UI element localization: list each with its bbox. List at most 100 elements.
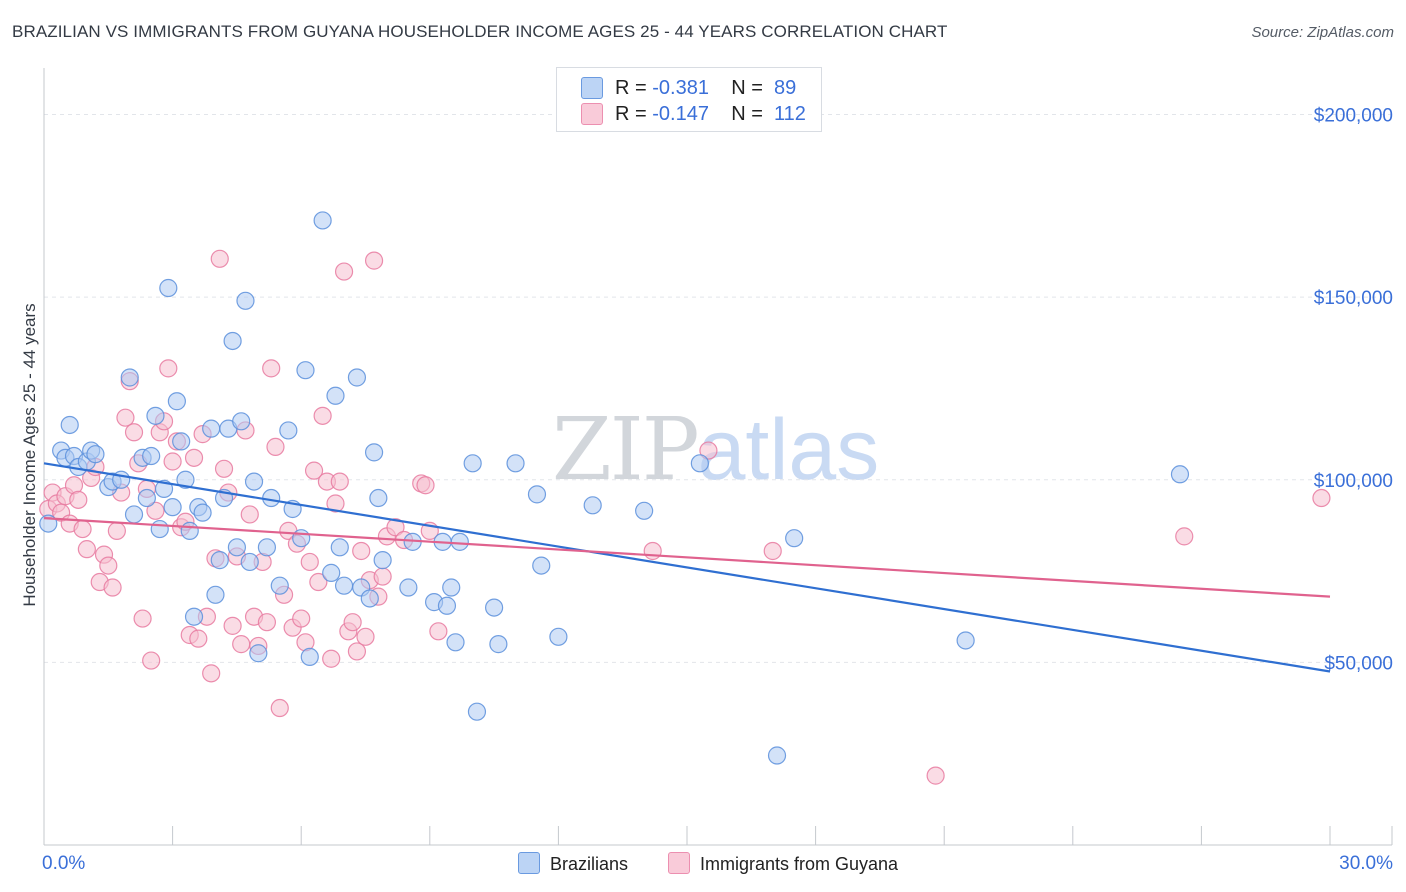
data-point-guyana [107, 521, 126, 540]
data-point-guyana [116, 408, 135, 427]
watermark: ZIPatlas [552, 400, 879, 500]
data-point-guyana [163, 452, 182, 471]
data-point-brazilians [86, 445, 105, 464]
data-point-brazilians [292, 529, 311, 548]
data-point-guyana [223, 616, 242, 635]
bottom-legend-label-brazilians: Brazilians [550, 854, 629, 874]
data-point-brazilians [690, 454, 709, 473]
data-point-brazilians [202, 419, 221, 438]
data-point-guyana [926, 766, 945, 785]
legend-text-guyana: R = -0.147 N = 112 [615, 103, 806, 126]
data-point-guyana [73, 519, 92, 539]
data-point-brazilians [313, 211, 332, 230]
legend-swatch-blue [581, 77, 603, 99]
y-tick-label: $200,000 [1314, 106, 1393, 127]
data-point-brazilians [463, 454, 482, 473]
series-brazilians-points [39, 211, 1190, 765]
data-point-guyana [202, 664, 221, 683]
legend-text-brazilians: R = -0.381 N = 89 [615, 77, 796, 100]
data-point-guyana [322, 649, 341, 668]
data-point-guyana [373, 567, 392, 586]
bottom-legend-swatch-pink [668, 852, 690, 874]
data-point-guyana [304, 461, 324, 480]
data-point-brazilians [532, 556, 551, 575]
data-point-guyana [699, 441, 718, 460]
data-point-guyana [270, 698, 289, 718]
data-point-brazilians [785, 529, 804, 548]
data-point-guyana [184, 448, 204, 467]
data-point-brazilians [364, 443, 384, 462]
data-point-guyana [133, 609, 152, 628]
y-tick-label: $100,000 [1314, 471, 1393, 492]
legend-swatch-pink [581, 103, 603, 125]
legend-n-label: N = [731, 103, 763, 125]
bottom-legend-brazilians: Brazilians [518, 852, 628, 875]
data-point-brazilians [767, 746, 787, 765]
data-point-guyana [77, 540, 96, 559]
data-point-brazilians [172, 432, 191, 451]
data-point-brazilians [527, 485, 547, 504]
data-point-brazilians [167, 392, 186, 411]
data-point-guyana [262, 359, 281, 378]
data-point-brazilians [347, 368, 367, 387]
data-point-brazilians [583, 496, 602, 515]
data-point-guyana [240, 505, 259, 524]
legend-n-value: 89 [774, 77, 797, 99]
data-point-brazilians [322, 563, 341, 582]
data-point-brazilians [232, 412, 251, 431]
data-point-brazilians [257, 538, 277, 557]
data-point-brazilians [437, 596, 457, 615]
chart-title: BRAZILIAN VS IMMIGRANTS FROM GUYANA HOUS… [12, 22, 948, 41]
data-point-guyana [214, 459, 234, 478]
bottom-legend-label-guyana: Immigrants from Guyana [700, 854, 899, 874]
data-point-guyana [330, 472, 349, 491]
data-point-guyana [69, 490, 88, 509]
data-point-guyana [356, 627, 375, 646]
data-point-brazilians [184, 607, 204, 626]
data-point-brazilians [223, 331, 242, 351]
legend-n-value: 112 [774, 103, 806, 125]
data-point-guyana [142, 651, 161, 670]
data-point-guyana [416, 476, 435, 495]
data-point-guyana [103, 578, 122, 597]
data-point-brazilians [249, 644, 268, 663]
data-point-brazilians [506, 454, 525, 473]
data-point-brazilians [240, 552, 259, 572]
x-tick-label-max: 30.0% [1339, 853, 1393, 874]
data-point-guyana [146, 501, 165, 520]
y-tick-label: $50,000 [1324, 653, 1393, 674]
data-point-guyana [189, 629, 208, 648]
data-point-brazilians [485, 598, 504, 617]
data-point-brazilians [142, 446, 161, 466]
data-point-brazilians [635, 501, 654, 520]
data-point-brazilians [206, 585, 225, 604]
data-point-brazilians [296, 361, 315, 380]
data-point-brazilians [124, 505, 144, 524]
data-point-brazilians [150, 519, 169, 539]
data-point-guyana [643, 541, 662, 561]
data-point-guyana [326, 494, 345, 513]
legend-r-value: -0.147 [652, 103, 709, 125]
axis-layer [43, 68, 1393, 846]
data-point-guyana [309, 572, 328, 592]
data-point-brazilians [262, 488, 281, 508]
legend-r-label: R = [615, 103, 647, 125]
data-point-guyana [386, 518, 405, 537]
data-point-brazilians [146, 406, 165, 425]
data-point-guyana [1312, 488, 1331, 508]
data-point-guyana [352, 541, 371, 561]
data-point-brazilians [244, 472, 264, 491]
y-axis-title: Householder Income Ages 25 - 44 years [20, 303, 39, 607]
data-point-guyana [159, 359, 178, 378]
data-point-guyana [343, 613, 362, 632]
data-point-brazilians [159, 278, 178, 298]
data-point-brazilians [446, 633, 465, 652]
data-point-brazilians [120, 368, 139, 387]
data-point-brazilians [300, 647, 319, 667]
data-point-guyana [1175, 527, 1194, 546]
data-point-brazilians [176, 470, 195, 489]
data-point-guyana [257, 613, 277, 632]
data-point-brazilians [193, 503, 212, 522]
data-point-brazilians [467, 702, 487, 721]
